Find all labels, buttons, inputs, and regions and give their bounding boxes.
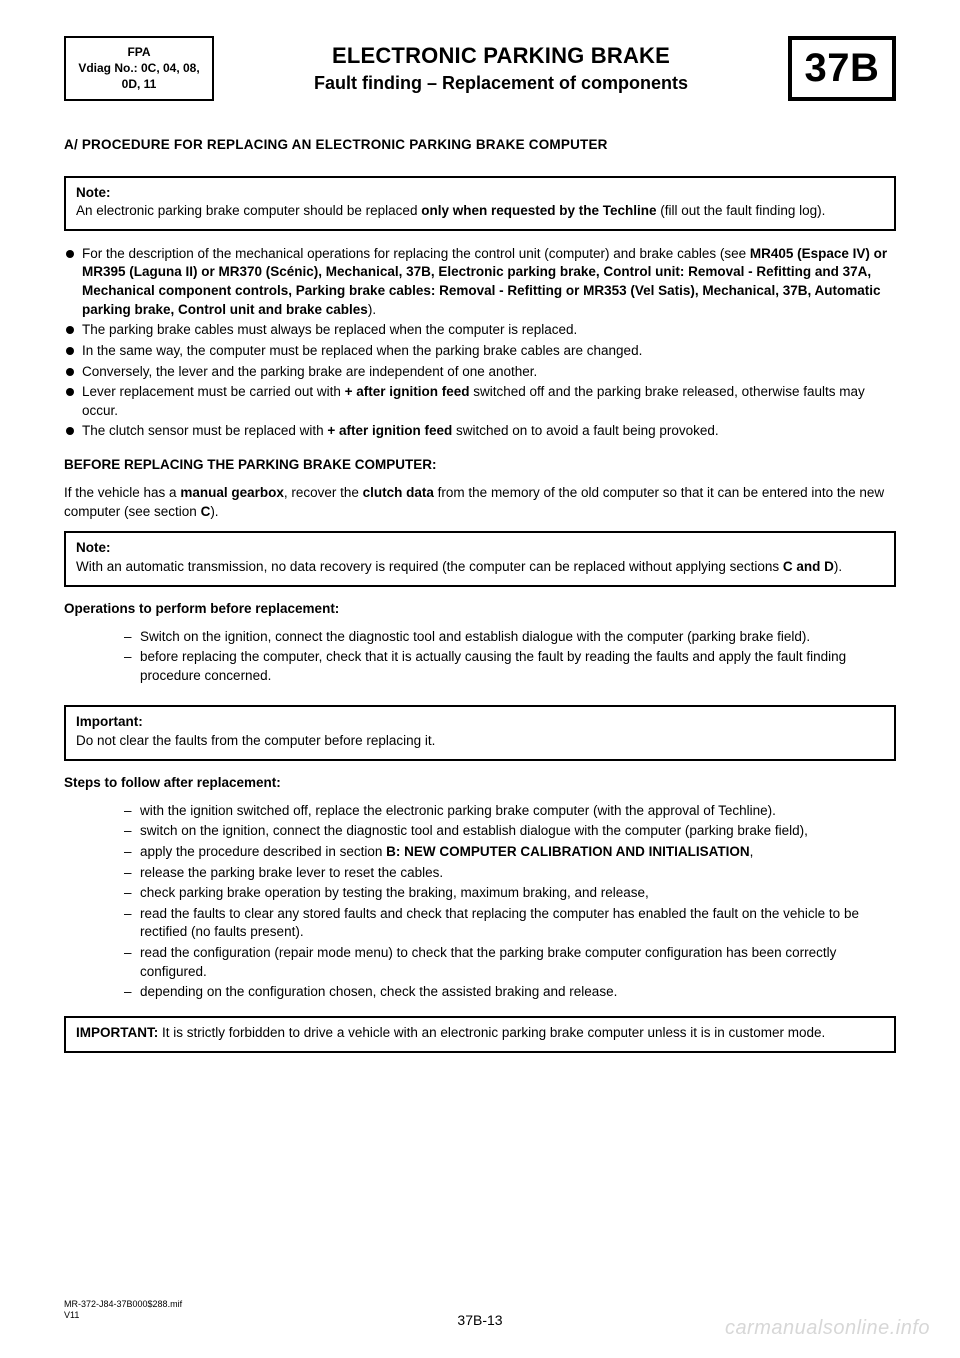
- list-item: check parking brake operation by testing…: [124, 884, 896, 903]
- text-bold: + after ignition feed: [327, 423, 452, 438]
- section-a-heading: A/ PROCEDURE FOR REPLACING AN ELECTRONIC…: [64, 137, 896, 152]
- text-bold: C: [201, 504, 211, 519]
- text: ,: [750, 844, 754, 859]
- bullet-list: For the description of the mechanical op…: [64, 245, 896, 441]
- important-box: Important: Do not clear the faults from …: [64, 705, 896, 760]
- text: read the faults to clear any stored faul…: [140, 906, 859, 940]
- watermark: carmanualsonline.info: [725, 1317, 930, 1340]
- text: In the same way, the computer must be re…: [82, 343, 642, 358]
- text: switch on the ignition, connect the diag…: [140, 823, 808, 838]
- text: with the ignition switched off, replace …: [140, 803, 776, 818]
- list-item: depending on the configuration chosen, c…: [124, 983, 896, 1002]
- before-paragraph: If the vehicle has a manual gearbox, rec…: [64, 484, 896, 521]
- before-heading: BEFORE REPLACING THE PARKING BRAKE COMPU…: [64, 457, 896, 472]
- text: , recover the: [284, 485, 363, 500]
- text: With an automatic transmission, no data …: [76, 559, 783, 574]
- section-code: 37B: [805, 46, 880, 91]
- list-item: Conversely, the lever and the parking br…: [64, 363, 896, 382]
- note-box: Note: With an automatic transmission, no…: [64, 531, 896, 586]
- list-item: switch on the ignition, connect the diag…: [124, 822, 896, 841]
- list-item: Switch on the ignition, connect the diag…: [124, 628, 896, 647]
- list-item: Lever replacement must be carried out wi…: [64, 383, 896, 420]
- text: Conversely, the lever and the parking br…: [82, 364, 537, 379]
- text: For the description of the mechanical op…: [82, 246, 750, 261]
- text: release the parking brake lever to reset…: [140, 865, 443, 880]
- text: check parking brake operation by testing…: [140, 885, 649, 900]
- text: depending on the configuration chosen, c…: [140, 984, 617, 999]
- list-item: read the configuration (repair mode menu…: [124, 944, 896, 981]
- header-info-line: FPA: [127, 44, 150, 60]
- section-code-box: 37B: [788, 36, 896, 101]
- text: An electronic parking brake computer sho…: [76, 203, 421, 218]
- header-info-line: 0D, 11: [122, 76, 157, 92]
- text-bold: + after ignition feed: [345, 384, 470, 399]
- text: The parking brake cables must always be …: [82, 322, 577, 337]
- important-text: It is strictly forbidden to drive a vehi…: [158, 1025, 825, 1040]
- after-heading: Steps to follow after replacement:: [64, 775, 896, 790]
- text-bold: B: NEW COMPUTER CALIBRATION AND INITIALI…: [386, 844, 749, 859]
- header-info-box: FPA Vdiag No.: 0C, 04, 08, 0D, 11: [64, 36, 214, 101]
- text: Lever replacement must be carried out wi…: [82, 384, 345, 399]
- important-box: IMPORTANT: It is strictly forbidden to d…: [64, 1016, 896, 1053]
- text-bold: clutch data: [363, 485, 434, 500]
- note-box: Note: An electronic parking brake comput…: [64, 176, 896, 231]
- ops-before-list: Switch on the ignition, connect the diag…: [124, 628, 896, 686]
- text-bold: only when requested by the Techline: [421, 203, 656, 218]
- header-info-line: Vdiag No.: 0C, 04, 08,: [78, 60, 199, 76]
- text: ).: [210, 504, 218, 519]
- important-label: IMPORTANT:: [76, 1025, 158, 1040]
- page-title: ELECTRONIC PARKING BRAKE: [228, 43, 774, 69]
- text: read the configuration (repair mode menu…: [140, 945, 836, 979]
- list-item: before replacing the computer, check tha…: [124, 648, 896, 685]
- text: (fill out the fault finding log).: [657, 203, 826, 218]
- list-item: release the parking brake lever to reset…: [124, 864, 896, 883]
- page-subtitle: Fault finding – Replacement of component…: [228, 73, 774, 94]
- note-label: Note:: [76, 539, 884, 558]
- note-text: With an automatic transmission, no data …: [76, 558, 884, 577]
- list-item: with the ignition switched off, replace …: [124, 802, 896, 821]
- list-item: For the description of the mechanical op…: [64, 245, 896, 320]
- text: apply the procedure described in section: [140, 844, 386, 859]
- after-steps-list: with the ignition switched off, replace …: [124, 802, 896, 1002]
- important-label: Important:: [76, 714, 143, 729]
- note-label: Note:: [76, 184, 884, 203]
- important-text: Do not clear the faults from the compute…: [76, 733, 435, 748]
- list-item: The clutch sensor must be replaced with …: [64, 422, 896, 441]
- footer-ref-line: MR-372-J84-37B000$288.mif: [64, 1299, 182, 1311]
- text-bold: C and D: [783, 559, 834, 574]
- text: The clutch sensor must be replaced with: [82, 423, 327, 438]
- ops-before-heading: Operations to perform before replacement…: [64, 601, 896, 616]
- page-header: FPA Vdiag No.: 0C, 04, 08, 0D, 11 ELECTR…: [64, 36, 896, 101]
- list-item: In the same way, the computer must be re…: [64, 342, 896, 361]
- text: ).: [834, 559, 842, 574]
- list-item: apply the procedure described in section…: [124, 843, 896, 862]
- list-item: read the faults to clear any stored faul…: [124, 905, 896, 942]
- note-text: An electronic parking brake computer sho…: [76, 202, 884, 221]
- text: If the vehicle has a: [64, 485, 180, 500]
- header-title-block: ELECTRONIC PARKING BRAKE Fault finding –…: [228, 36, 774, 101]
- text-bold: manual gearbox: [180, 485, 284, 500]
- text: switched on to avoid a fault being provo…: [452, 423, 718, 438]
- list-item: The parking brake cables must always be …: [64, 321, 896, 340]
- text: ).: [368, 302, 376, 317]
